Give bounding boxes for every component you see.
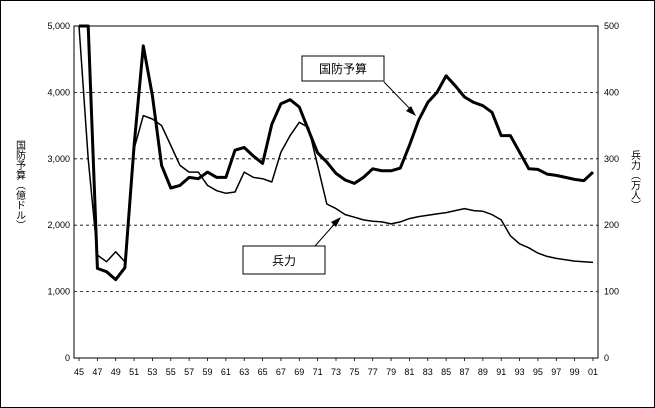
x-tick-label: 99: [570, 367, 580, 377]
left-tick-label: 2,000: [47, 220, 70, 230]
x-tick-label: 51: [129, 367, 139, 377]
left-tick-label: 4,000: [47, 87, 70, 97]
right-tick-label: 500: [604, 21, 619, 31]
x-axis-ticks: 45 47 49 51 53 55 57 59 61 63 65 67 69 71 73 75 77 79 81 83…: [74, 358, 598, 377]
left-tick-label: 1,000: [47, 287, 70, 297]
x-tick-label: 63: [239, 367, 249, 377]
callout-troops-label: 兵力: [272, 254, 296, 268]
callout-troops-arrowhead: [331, 217, 341, 227]
right-axis-title: 兵力（万人）: [629, 149, 641, 210]
grid-lines: [74, 92, 598, 293]
callout-budget-box: [301, 55, 385, 82]
right-tick-label: 100: [604, 287, 619, 297]
x-tick-label: 69: [294, 367, 304, 377]
x-tick-label: 91: [496, 367, 506, 377]
callout-troops-box: [242, 245, 326, 275]
x-tick-label: 85: [441, 367, 451, 377]
left-axis-title: 国防予算（億ドル）: [14, 140, 26, 230]
x-tick-label: 93: [515, 367, 525, 377]
callout-budget-arrow: [383, 81, 415, 114]
left-tick-label: 0: [65, 353, 70, 363]
x-tick-label: 75: [349, 367, 359, 377]
series-line-budget: [79, 24, 595, 282]
x-tick-label: 55: [166, 367, 176, 377]
x-tick-label: 01: [588, 367, 598, 377]
x-tick-label: 45: [74, 367, 84, 377]
callout-budget-label: 国防予算: [319, 61, 367, 76]
x-tick-label: 79: [386, 367, 396, 377]
x-tick-label: 87: [459, 367, 469, 377]
left-tick-label: 5,000: [47, 21, 70, 31]
x-tick-label: 95: [533, 367, 543, 377]
x-tick-label: 67: [276, 367, 286, 377]
x-tick-label: 77: [368, 367, 378, 377]
x-tick-label: 61: [221, 367, 231, 377]
right-tick-label: 400: [604, 87, 619, 97]
x-tick-label: 53: [147, 367, 157, 377]
left-axis-ticks: 0 1,000 2,000 3,000 4,000 5,000: [47, 21, 70, 363]
right-tick-label: 0: [604, 353, 609, 363]
x-tick-label: 81: [404, 367, 414, 377]
x-tick-label: 57: [184, 367, 194, 377]
callout-budget-arrowhead: [406, 106, 416, 116]
series-lines: [78, 24, 595, 282]
right-tick-label: 300: [604, 154, 619, 164]
right-tick-label: 200: [604, 220, 619, 230]
x-tick-label: 49: [111, 367, 121, 377]
x-tick-label: 65: [258, 367, 268, 377]
x-tick-label: 47: [92, 367, 102, 377]
x-tick-label: 59: [202, 367, 212, 377]
x-tick-label: 97: [551, 367, 561, 377]
x-tick-label: 71: [313, 367, 323, 377]
x-tick-label: 73: [331, 367, 341, 377]
x-tick-label: 83: [423, 367, 433, 377]
series-line-troops: [78, 25, 594, 264]
right-axis-ticks: 0 100 200 300 400 500: [604, 21, 619, 363]
left-tick-label: 3,000: [47, 154, 70, 164]
x-tick-label: 89: [478, 367, 488, 377]
